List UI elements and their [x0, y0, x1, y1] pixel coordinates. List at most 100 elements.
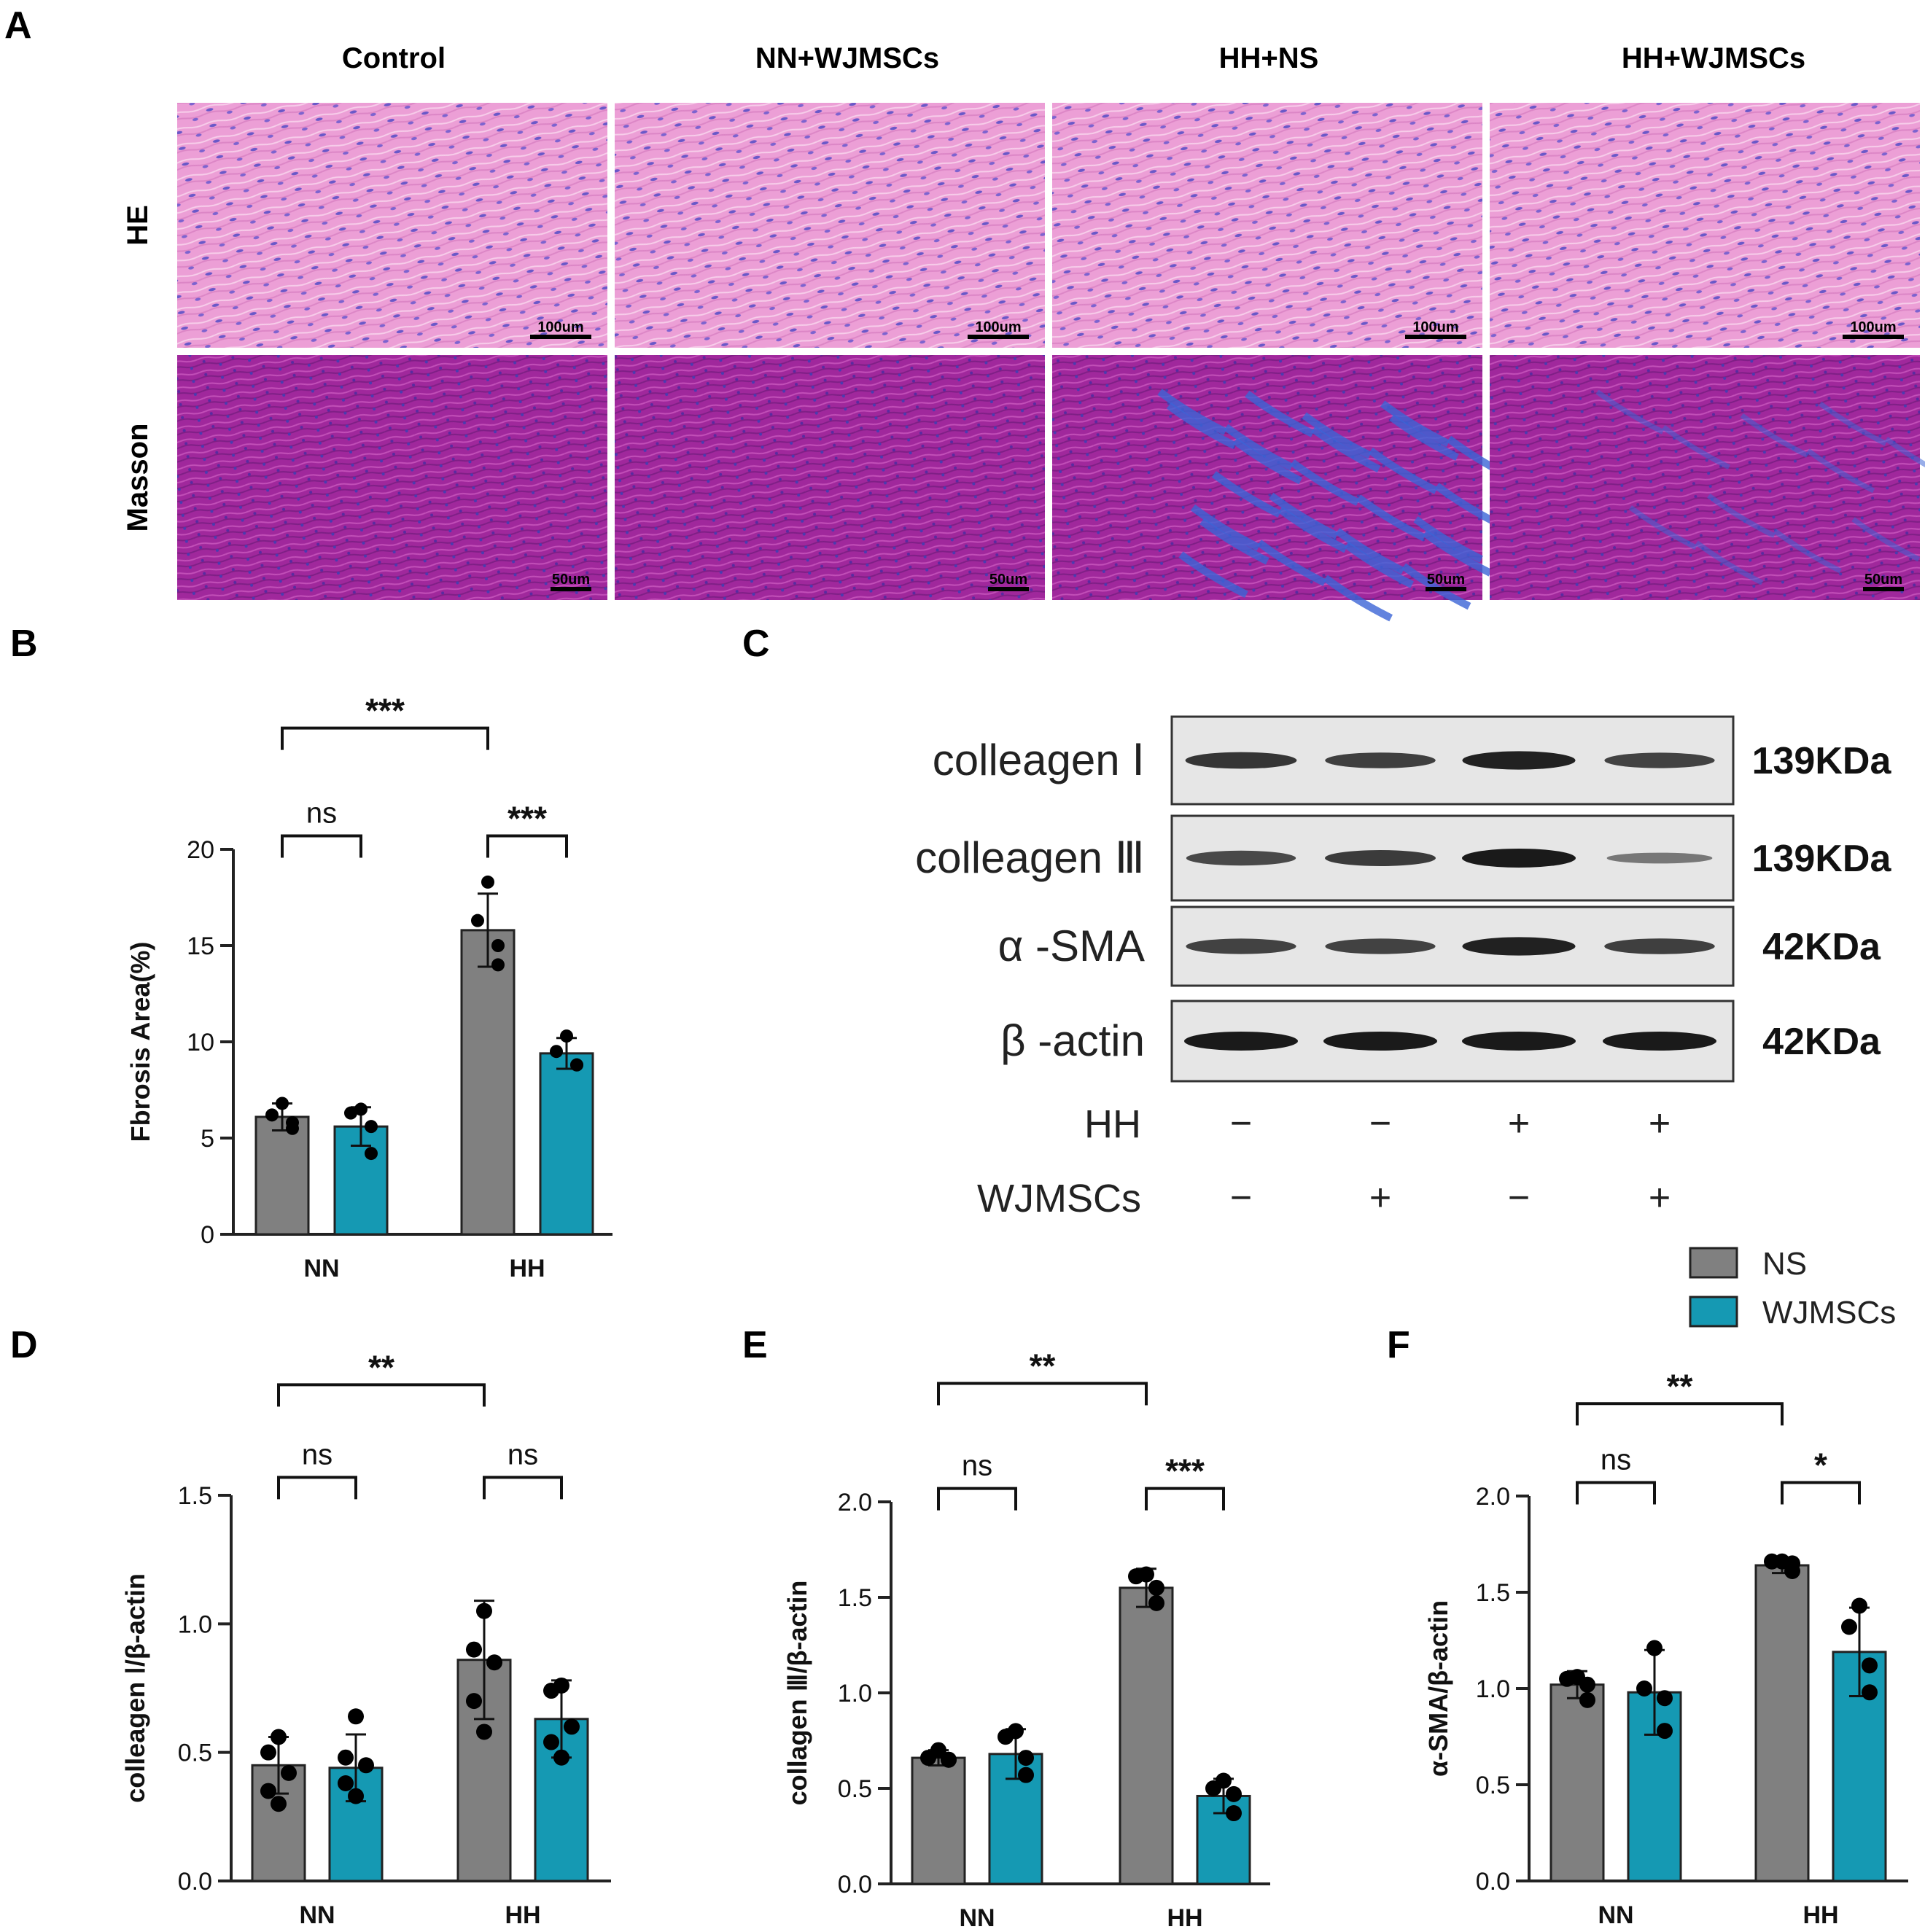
- collagen-streak: [1290, 459, 1360, 506]
- collagen-streak: [1628, 505, 1698, 550]
- data-point: [1657, 1690, 1673, 1707]
- category-label: NN: [299, 1901, 335, 1929]
- column-label: HH+NS: [1219, 42, 1319, 74]
- protein-band: [1603, 1032, 1716, 1051]
- legend-swatch: [1689, 1296, 1738, 1328]
- significance-label: ns: [306, 798, 337, 830]
- y-tick-label: 5: [201, 1125, 214, 1153]
- bar: [1549, 1683, 1605, 1882]
- collagen-streak: [1595, 389, 1665, 435]
- y-tick-label: 0.0: [1476, 1868, 1510, 1896]
- significance-label: ***: [508, 800, 547, 838]
- scale-bar: [1426, 587, 1466, 591]
- category-label: NN: [959, 1904, 995, 1932]
- row-label: Masson: [122, 424, 154, 532]
- significance-bracket: [1781, 1481, 1861, 1505]
- collagen-streak: [1224, 424, 1294, 471]
- significance-label: **: [1030, 1347, 1056, 1385]
- y-axis-label: colleagen Ⅰ/β-actin: [120, 1573, 150, 1803]
- significance-bracket: [483, 1476, 563, 1500]
- category-label: HH: [1167, 1904, 1202, 1932]
- collagen-streak: [1245, 390, 1315, 437]
- y-axis-label: collagen Ⅲ/β-actin: [782, 1581, 812, 1806]
- y-tick-label: 1.5: [838, 1584, 872, 1612]
- legend: NS WJMSCs: [1689, 1246, 1896, 1331]
- y-axis-label: α-SMA/β-actin: [1423, 1600, 1453, 1777]
- significance-bracket: [281, 726, 489, 750]
- significance-label: ns: [962, 1450, 992, 1482]
- data-point: [271, 1729, 287, 1745]
- y-tick-label: 10: [187, 1029, 214, 1056]
- protein-band: [1462, 1032, 1576, 1051]
- data-point: [1128, 1568, 1144, 1585]
- molecular-weight-label: 42KDa: [1762, 926, 1881, 968]
- data-point: [1862, 1657, 1878, 1674]
- column-label: HH+WJMSCs: [1622, 42, 1805, 74]
- y-tick-label: 1.0: [1476, 1675, 1510, 1703]
- collagen-streak: [1344, 541, 1414, 588]
- data-point: [286, 1121, 299, 1135]
- collagen-streak: [1232, 437, 1303, 485]
- bar: [254, 1115, 310, 1236]
- panel-letter-d: D: [10, 1324, 38, 1366]
- blot-protein-label: β -actin: [1000, 1016, 1145, 1065]
- data-point: [260, 1744, 276, 1761]
- condition-sign: −: [1369, 1102, 1391, 1145]
- collagen-streak: [1211, 471, 1282, 518]
- data-point: [543, 1683, 559, 1699]
- significance-label: ***: [365, 692, 405, 730]
- collagen-streak: [1389, 414, 1459, 461]
- data-point: [941, 1751, 957, 1768]
- micrograph-tile: 100um: [615, 103, 1045, 348]
- scale-bar-label: 50um: [989, 572, 1027, 588]
- y-tick-label: 2.0: [1476, 1483, 1510, 1511]
- micrograph-tile: 50um: [615, 355, 1045, 600]
- tissue-image: [177, 103, 607, 348]
- collagen-streak: [1256, 540, 1327, 587]
- blot-protein-label: colleagen Ⅲ: [915, 833, 1145, 882]
- condition-sign: −: [1230, 1177, 1252, 1219]
- blot-row: β -actin 42KDa: [1000, 1000, 1881, 1083]
- collagen-streak: [1422, 529, 1493, 577]
- collagen-streak: [1278, 506, 1348, 553]
- y-axis-label: Fbrosis Area(%): [125, 942, 155, 1142]
- y-tick-label: 1.5: [178, 1482, 212, 1510]
- bar: [1627, 1691, 1682, 1882]
- collagen-streak: [1178, 551, 1248, 599]
- protein-band: [1323, 1032, 1437, 1051]
- data-point: [486, 1654, 502, 1671]
- y-tick-label: 0.0: [178, 1868, 212, 1896]
- protein-band: [1325, 938, 1436, 954]
- data-point: [1148, 1579, 1164, 1596]
- significance-label: ns: [302, 1438, 332, 1471]
- category-label: NN: [303, 1255, 339, 1282]
- protein-band: [1606, 852, 1713, 864]
- collagen-streak: [1884, 437, 1925, 468]
- scale-bar: [530, 335, 591, 339]
- data-point: [1862, 1684, 1878, 1701]
- significance-bracket: [1576, 1481, 1656, 1505]
- protein-band: [1325, 752, 1436, 768]
- micrograph-tile: 100um: [1052, 103, 1482, 348]
- collagen-streak: [1707, 494, 1776, 539]
- collagen-streak: [1190, 504, 1261, 551]
- significance-label: ***: [1165, 1452, 1205, 1490]
- y-tick-label: 0.5: [178, 1740, 212, 1767]
- data-point: [466, 1693, 482, 1710]
- data-point: [365, 1120, 378, 1134]
- significance-label: *: [1814, 1446, 1827, 1484]
- collagen-streak: [1851, 517, 1921, 562]
- protein-band: [1604, 938, 1715, 954]
- blot-protein-label: α -SMA: [998, 922, 1145, 970]
- tissue-image: [1052, 103, 1482, 348]
- data-point: [491, 939, 505, 952]
- category-label: HH: [509, 1255, 545, 1282]
- data-point: [560, 1029, 573, 1043]
- scale-bar: [1843, 335, 1904, 339]
- row-label: HE: [122, 205, 154, 246]
- data-point: [1657, 1723, 1673, 1740]
- column-label: NN+WJMSCs: [755, 42, 939, 74]
- collagen-streak: [1662, 424, 1730, 470]
- tissue-image: [177, 355, 607, 600]
- data-point: [348, 1788, 364, 1804]
